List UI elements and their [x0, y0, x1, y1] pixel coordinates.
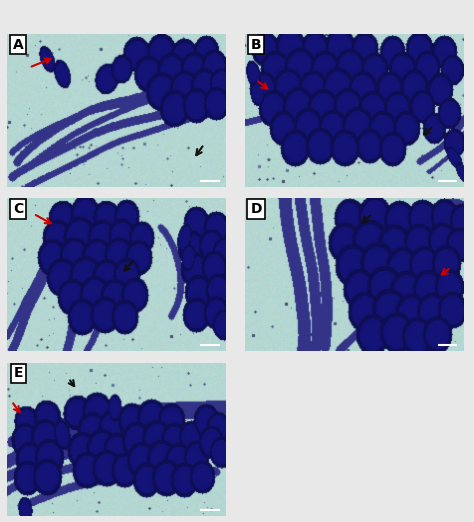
Text: C: C	[13, 202, 23, 216]
Text: D: D	[250, 202, 262, 216]
Text: A: A	[13, 38, 23, 52]
Text: E: E	[13, 366, 23, 381]
Text: B: B	[251, 38, 261, 52]
